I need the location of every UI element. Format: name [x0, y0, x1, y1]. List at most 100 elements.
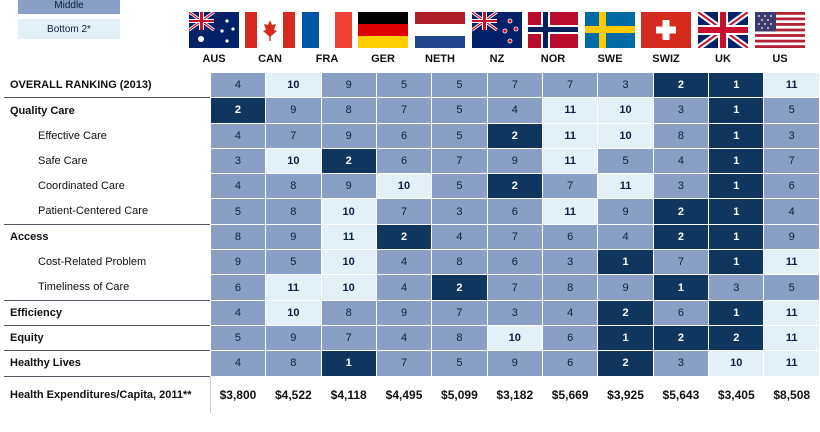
row-label: Efficiency: [4, 299, 211, 326]
flag-norway-icon: [528, 12, 578, 48]
rank-cell: 4: [209, 350, 267, 377]
rank-cell: 1: [708, 223, 765, 251]
rank-cell: 11: [763, 350, 820, 377]
column-header: NZ: [489, 53, 505, 65]
column-header: NETH: [425, 53, 455, 65]
rank-cell: 4: [375, 249, 433, 276]
table-row: Access 8 9 11 2 4 7 6 4 2 1 9: [4, 223, 820, 251]
rank-cell: 6: [375, 147, 433, 175]
rank-cell: 10: [265, 299, 322, 326]
rank-cell: 9: [320, 71, 377, 99]
rank-cell: 8: [265, 173, 322, 200]
rank-cell: 9: [320, 173, 377, 200]
rank-cell: 2: [320, 147, 377, 175]
legend-bottom: Bottom 2*: [18, 19, 120, 39]
rank-cell: 10: [375, 173, 433, 200]
rank-cell: 10: [265, 147, 322, 175]
row-label: Health Expenditures/Capita, 2011**: [4, 375, 211, 414]
rank-cell: 7: [763, 147, 820, 175]
row-label: Safe Care: [38, 155, 88, 168]
rank-cell: 1: [708, 173, 765, 200]
flag-switzerland-icon: [641, 12, 691, 48]
rank-cell: 3: [431, 198, 488, 225]
flag-uk-icon: [698, 12, 748, 48]
rank-cell: 9: [209, 249, 267, 276]
rank-cell: 8: [320, 299, 377, 326]
rank-cell: 4: [375, 324, 433, 352]
rank-cell: 2: [486, 122, 543, 149]
rank-cell: 11: [320, 223, 377, 251]
rank-cell: 8: [265, 350, 322, 377]
column-header: SWIZ: [652, 53, 680, 65]
column-header: GER: [371, 53, 395, 65]
rank-cell: 7: [431, 299, 488, 326]
rank-cell: 6: [486, 249, 543, 276]
rank-cell: 4: [597, 223, 654, 251]
row-label: Effective Care: [38, 129, 107, 142]
column-header: FRA: [315, 53, 339, 65]
rank-cell: 11: [265, 274, 322, 301]
rank-cell: 3: [486, 299, 543, 326]
rank-cell: 11: [541, 198, 599, 225]
rank-cell: 11: [541, 97, 599, 124]
rank-cell: 1: [652, 274, 710, 301]
rank-cell: 6: [486, 198, 543, 225]
rank-cell: 6: [541, 350, 599, 377]
rank-cell: 6: [652, 299, 710, 326]
rank-cell: 6: [209, 274, 267, 301]
rank-cell: 3: [652, 97, 710, 124]
column-header: US: [772, 53, 788, 65]
flag-france-icon: [302, 12, 352, 48]
rank-cell: 5: [597, 147, 654, 175]
row-label: Patient-Centered Care: [38, 205, 149, 218]
expenditure-cell: $5,669: [541, 375, 599, 414]
rank-cell: 2: [597, 350, 654, 377]
expenditure-cell: $3,925: [597, 375, 654, 414]
table-row: Safe Care 3 10 2 6 7 9 11 5 4 1 7: [4, 147, 820, 175]
rank-cell: 4: [209, 299, 267, 326]
column-header: AUS: [202, 53, 226, 65]
rank-cell: 7: [486, 274, 543, 301]
table-row: Equity 5 9 7 4 8 10 6 1 2 2 11: [4, 324, 820, 352]
rank-cell: 11: [763, 324, 820, 352]
expenditure-cell: $5,099: [431, 375, 488, 414]
rank-cell: 11: [541, 122, 599, 149]
table-row: OVERALL RANKING (2013) 4 10 9 5 5 7 7 3 2 1 11: [4, 71, 820, 99]
rank-cell: 5: [431, 173, 488, 200]
row-label: Cost-Related Problem: [38, 256, 147, 269]
rank-cell: 7: [541, 71, 599, 99]
rank-cell: 7: [375, 350, 433, 377]
rank-cell: 3: [652, 350, 710, 377]
rank-cell: 2: [209, 97, 267, 124]
rank-cell: 8: [431, 249, 488, 276]
rank-cell: 3: [541, 249, 599, 276]
rank-cell: 5: [209, 324, 267, 352]
rank-cell: 3: [708, 274, 765, 301]
column-header: NOR: [540, 53, 566, 65]
rank-cell: 7: [375, 198, 433, 225]
rank-cell: 10: [597, 122, 654, 149]
rank-cell: 10: [265, 71, 322, 99]
rank-cell: 6: [763, 173, 820, 200]
rank-cell: 1: [597, 324, 654, 352]
rank-cell: 3: [763, 122, 820, 149]
rank-cell: 9: [265, 223, 322, 251]
flag-sweden-icon: [585, 12, 635, 48]
rank-cell: 5: [763, 274, 820, 301]
rank-cell: 2: [652, 198, 710, 225]
rank-cell: 11: [763, 249, 820, 276]
rank-cell: 8: [209, 223, 267, 251]
row-label: Timeliness of Care: [38, 281, 130, 294]
flag-netherlands-icon: [415, 12, 465, 48]
expenditure-cell: $3,182: [486, 375, 543, 414]
rank-cell: 11: [763, 299, 820, 326]
rank-cell: 9: [265, 324, 322, 352]
expenditure-cell: $4,495: [375, 375, 433, 414]
table-row: Health Expenditures/Capita, 2011** $3,800…: [4, 375, 820, 414]
legend-middle: Middle: [18, 0, 120, 14]
rank-cell: 10: [486, 324, 543, 352]
expenditure-cell: $3,405: [708, 375, 765, 414]
rank-cell: 1: [708, 97, 765, 124]
table-row: Healthy Lives 4 8 1 7 5 9 6 2 3 10 11: [4, 350, 820, 377]
rank-cell: 4: [486, 97, 543, 124]
